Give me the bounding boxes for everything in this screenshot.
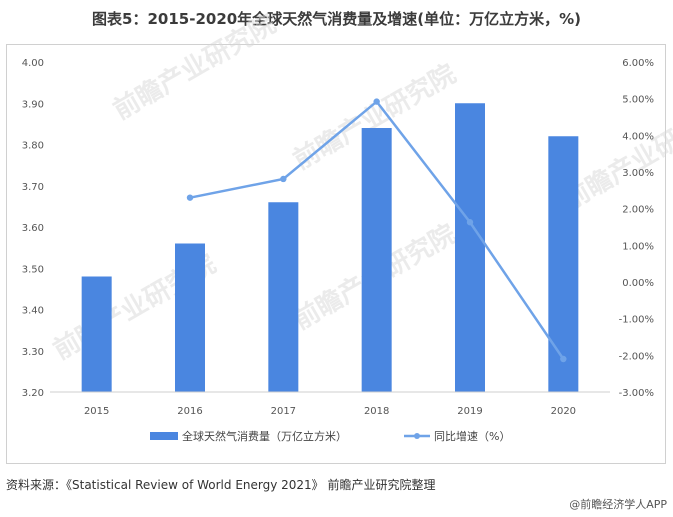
brand-credit: @前瞻经济学人APP bbox=[569, 498, 667, 511]
y-right-tick-label: 6.00% bbox=[622, 58, 654, 69]
bar bbox=[175, 243, 205, 392]
line-series bbox=[186, 98, 567, 363]
chart-title: 图表5：2015-2020年全球天然气消费量及增速(单位：万亿立方米，%) bbox=[92, 10, 581, 28]
y-axis-right: 6.00% 5.00% 4.00% 3.00% 2.00% 1.00% 0.00% -1.00… bbox=[619, 58, 654, 399]
watermark-text: 前瞻产业研究院 bbox=[108, 8, 281, 126]
y-left-tick-label: 3.50 bbox=[22, 264, 44, 275]
growth-point bbox=[373, 98, 380, 105]
bar bbox=[455, 103, 485, 392]
legend-bar-swatch bbox=[150, 432, 178, 440]
y-left-tick-label: 3.60 bbox=[22, 223, 44, 234]
y-right-tick-label: 2.00% bbox=[622, 205, 654, 216]
y-left-tick-label: 3.70 bbox=[22, 182, 44, 193]
bar bbox=[361, 128, 392, 392]
legend-bar-label: 全球天然气消费量（万亿立方米） bbox=[182, 429, 347, 443]
y-left-tick-label: 3.20 bbox=[22, 388, 44, 399]
y-right-tick-label: -3.00% bbox=[619, 388, 654, 399]
growth-point bbox=[280, 175, 287, 183]
legend: 全球天然气消费量（万亿立方米） 同比增速（%） bbox=[150, 429, 510, 443]
x-axis: 2015 2016 2017 2018 2019 2020 bbox=[50, 391, 610, 417]
y-left-tick-label: 4.00 bbox=[22, 58, 44, 69]
y-left-tick-label: 3.40 bbox=[22, 306, 44, 317]
growth-point bbox=[186, 194, 194, 201]
x-tick-label: 2019 bbox=[457, 406, 482, 417]
y-right-tick-label: 3.00% bbox=[622, 168, 654, 179]
bar bbox=[268, 202, 299, 392]
legend-line-marker bbox=[414, 433, 420, 439]
watermark-layer: 前瞻产业研究院前瞻产业研究院前瞻产业研究院前瞻产业研究院前瞻产业研究院 bbox=[48, 8, 673, 366]
y-right-tick-label: 4.00% bbox=[622, 131, 654, 142]
y-right-tick-label: 0.00% bbox=[622, 278, 654, 289]
source-note: 资料来源：《Statistical Review of World Energy… bbox=[6, 478, 436, 492]
y-axis-left: 4.00 3.90 3.80 3.70 3.60 3.50 3.40 3.30 3.20 bbox=[22, 58, 44, 399]
y-right-tick-label: -1.00% bbox=[619, 315, 654, 326]
growth-point bbox=[466, 219, 474, 226]
bar bbox=[548, 136, 579, 392]
x-tick-label: 2016 bbox=[177, 406, 202, 417]
bar-series bbox=[81, 103, 579, 392]
y-right-tick-label: 1.00% bbox=[622, 241, 654, 252]
y-left-tick-label: 3.80 bbox=[22, 141, 44, 152]
bar bbox=[81, 276, 112, 392]
x-tick-label: 2015 bbox=[84, 406, 109, 417]
y-right-tick-label: -2.00% bbox=[619, 351, 654, 362]
growth-point bbox=[560, 355, 567, 363]
y-right-tick-label: 5.00% bbox=[622, 95, 654, 106]
legend-line-label: 同比增速（%） bbox=[434, 429, 510, 443]
y-left-tick-label: 3.30 bbox=[22, 347, 44, 358]
x-tick-label: 2018 bbox=[364, 406, 389, 417]
x-tick-label: 2020 bbox=[551, 406, 576, 417]
x-tick-label: 2017 bbox=[271, 406, 296, 417]
chart-frame bbox=[6, 44, 666, 464]
y-left-tick-label: 3.90 bbox=[22, 99, 44, 110]
